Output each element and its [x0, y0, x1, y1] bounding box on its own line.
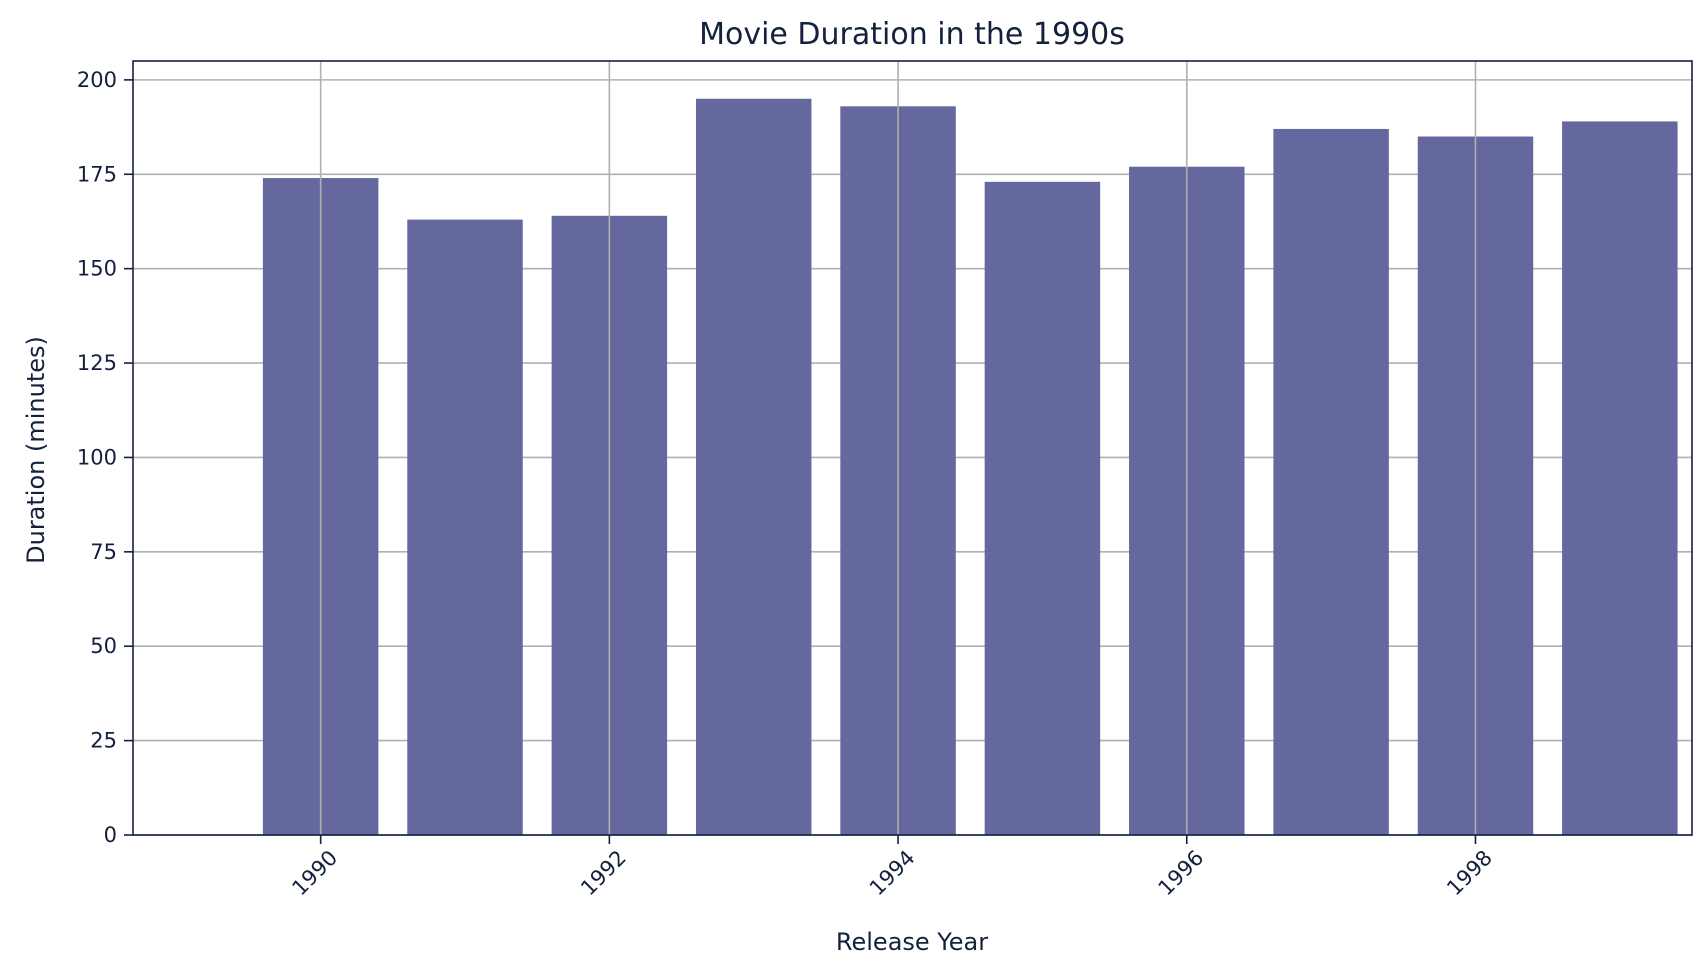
x-tick-label: 1998 — [1442, 846, 1497, 901]
x-axis-label: Release Year — [836, 928, 988, 956]
bar-1997 — [1273, 128, 1389, 836]
bar-1995 — [984, 181, 1101, 835]
y-tick-label: 125 — [77, 351, 117, 375]
y-tick-label: 75 — [90, 540, 117, 564]
y-tick-label: 100 — [77, 445, 117, 469]
y-tick-label: 0 — [104, 823, 117, 847]
y-axis-label: Duration (minutes) — [22, 336, 50, 564]
bar-1993 — [695, 98, 812, 835]
plot-frame — [132, 60, 1693, 836]
y-tick-label: 50 — [90, 634, 117, 658]
y-tick-label: 150 — [77, 257, 117, 281]
x-tick-label: 1990 — [287, 846, 342, 901]
bar-1999 — [1562, 121, 1678, 835]
x-tick-label: 1994 — [865, 846, 920, 901]
y-tick-label: 175 — [77, 162, 117, 186]
y-tick-label: 200 — [77, 68, 117, 92]
bars — [262, 61, 1678, 836]
x-tick-label: 1992 — [576, 846, 631, 901]
chart-title: Movie Duration in the 1990s — [699, 17, 1125, 52]
y-tick-label: 25 — [90, 729, 117, 753]
bar-1991 — [407, 219, 523, 835]
x-tick-label: 1996 — [1154, 846, 1209, 901]
